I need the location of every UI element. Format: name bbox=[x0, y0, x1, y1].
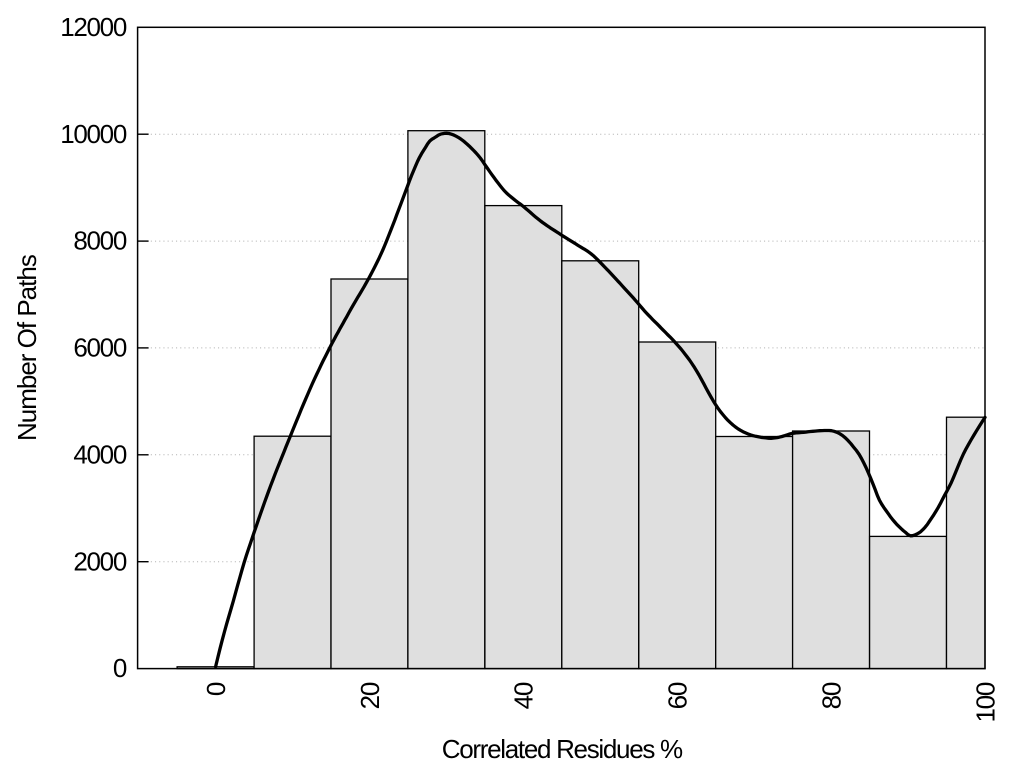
svg-text:12000: 12000 bbox=[60, 12, 127, 42]
svg-text:10000: 10000 bbox=[60, 119, 127, 149]
svg-text:6000: 6000 bbox=[73, 333, 126, 363]
svg-text:40: 40 bbox=[509, 682, 539, 709]
svg-text:Correlated Residues %: Correlated Residues % bbox=[442, 734, 683, 764]
svg-text:100: 100 bbox=[970, 682, 1000, 722]
svg-text:20: 20 bbox=[355, 682, 385, 709]
svg-text:60: 60 bbox=[663, 682, 693, 709]
svg-text:Number Of Paths: Number Of Paths bbox=[12, 254, 42, 441]
svg-text:8000: 8000 bbox=[73, 226, 126, 256]
svg-text:0: 0 bbox=[113, 653, 127, 683]
svg-text:80: 80 bbox=[816, 682, 846, 709]
svg-text:4000: 4000 bbox=[73, 439, 126, 469]
svg-text:2000: 2000 bbox=[73, 546, 126, 576]
svg-text:0: 0 bbox=[201, 682, 231, 696]
